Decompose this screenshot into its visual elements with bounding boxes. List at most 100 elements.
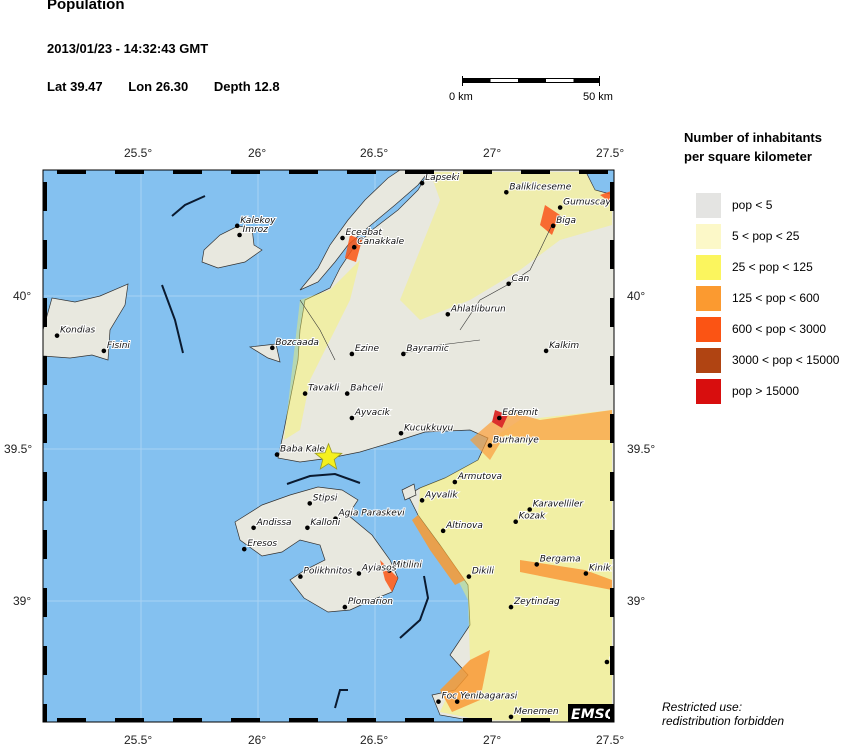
city-marker[interactable]: Menemen — [508, 706, 560, 720]
legend-label: 3000 < pop < 15000 — [732, 353, 840, 367]
page-title: Population — [47, 0, 125, 13]
city-dot-icon — [307, 501, 313, 506]
city-marker[interactable]: Burhaniye — [487, 434, 540, 448]
city-marker[interactable]: Bahceli — [344, 383, 385, 396]
city-dot-icon — [344, 391, 350, 396]
city-label: Menemen — [514, 707, 559, 717]
city-dot-icon — [557, 205, 563, 210]
city-label: Foc — [441, 692, 457, 702]
city-marker[interactable]: Biga — [550, 215, 577, 229]
legend-swatch — [696, 223, 721, 249]
city-dot-icon — [251, 525, 256, 531]
city-label: Agia Paraskevi — [338, 509, 406, 519]
city-marker[interactable]: Altinova — [440, 520, 484, 534]
city-marker[interactable]: Zeytindag — [508, 596, 561, 610]
city-marker[interactable]: Mitilini — [387, 560, 423, 573]
legend-swatch — [696, 316, 721, 342]
fault-lines — [161, 195, 430, 709]
city-marker[interactable]: Ayvacik — [349, 407, 392, 421]
depth-label: Depth 12.8 — [213, 79, 280, 94]
city-dot-icon — [454, 699, 460, 704]
event-location: Lat 39.47 Lon 26.30 Depth 12.8 — [47, 79, 302, 94]
city-marker[interactable]: Can — [506, 273, 530, 287]
city-marker[interactable]: Ahlatliburun — [445, 303, 507, 317]
lon-tick-bottom: 27.5° — [596, 733, 625, 745]
city-label: Mitilini — [392, 561, 422, 571]
imbros-island — [201, 225, 263, 269]
city-marker[interactable]: Polikhnitos — [298, 566, 353, 579]
city-label: Gumuscay — [563, 198, 611, 208]
legend-title-line: per square kilometer — [684, 149, 812, 164]
legend-item: 25 < pop < 125 — [696, 254, 813, 280]
city-marker[interactable]: Plomarion — [342, 596, 394, 610]
legend-item: pop < 5 — [696, 192, 772, 218]
city-marker[interactable]: Dikili — [466, 566, 496, 579]
city-marker[interactable]: Tavakli — [302, 383, 341, 396]
city-marker[interactable]: Eceabat — [340, 227, 383, 241]
city-label: Polikhnitos — [303, 567, 352, 577]
city-dot-icon — [508, 604, 514, 610]
small-island — [401, 483, 417, 501]
city-dot-icon — [508, 714, 514, 720]
city-markers: Lapseki Balikliceseme Gumuscay Biga KalekoyI… — [54, 172, 614, 720]
city-dot-icon — [342, 604, 348, 610]
city-marker[interactable]: Kondias — [54, 325, 97, 338]
city-marker[interactable]: Karavelliler — [527, 499, 585, 512]
city-marker[interactable]: Balikliceseme — [504, 181, 573, 195]
restricted-line: redistribution forbidden — [662, 714, 785, 728]
city-dot-icon — [401, 351, 406, 357]
city-marker[interactable]: Ezine — [349, 343, 380, 357]
city-label: Edremit — [502, 408, 538, 418]
city-marker[interactable]: Kinik — [583, 563, 612, 576]
city-marker[interactable]: Edremit — [497, 407, 539, 421]
city-marker[interactable]: Gumuscay — [557, 197, 612, 210]
city-marker[interactable]: Foc — [436, 691, 458, 704]
epicenter-star-icon[interactable] — [314, 442, 343, 470]
city-label: Kinik — [589, 564, 612, 574]
city-marker[interactable]: Fisini — [101, 340, 131, 354]
legend-label: 25 < pop < 125 — [732, 260, 813, 274]
city-label: Ayvalik — [424, 490, 458, 500]
legend-item: 600 < pop < 3000 — [696, 316, 826, 342]
city-marker[interactable]: Stipsi — [307, 492, 339, 506]
lat-label: Lat 39.47 — [47, 79, 103, 94]
city-marker[interactable]: Bayramic — [401, 343, 450, 357]
city-dot-icon — [445, 312, 451, 317]
scale-end-label: 50 km — [583, 91, 613, 103]
city-dot-icon — [340, 235, 345, 241]
city-label: Bozcaada — [275, 338, 319, 348]
lon-tick-bottom: 26° — [248, 733, 267, 745]
lon-tick-top: 27.5° — [596, 146, 625, 160]
city-dot-icon — [497, 415, 502, 421]
city-marker[interactable]: Lapseki — [419, 172, 461, 186]
city-marker[interactable]: Agia Paraskevi — [333, 508, 406, 521]
city-label: Zeytindag — [513, 597, 560, 607]
city-marker[interactable]: Eresos — [241, 538, 278, 552]
city-marker[interactable]: Kucukkuyu — [398, 422, 454, 436]
city-marker[interactable]: Ayiasos — [356, 563, 398, 576]
legend-swatch — [696, 254, 721, 280]
city-marker[interactable]: Kozak — [513, 511, 547, 524]
city-marker[interactable]: Kalkim — [543, 340, 580, 354]
city-marker[interactable]: Kalloni — [305, 517, 342, 531]
city-dot-icon — [274, 452, 280, 457]
city-label: Baba Kale — [280, 445, 325, 455]
legend-swatch — [696, 347, 721, 373]
city-marker[interactable]: Baba Kale — [274, 444, 326, 457]
city-marker[interactable]: Bozcaada — [270, 337, 320, 351]
legend-label: 125 < pop < 600 — [732, 291, 820, 305]
city-label: Eceabat — [346, 228, 383, 238]
city-marker[interactable]: Canakkale — [351, 236, 406, 250]
city-dot-icon — [436, 699, 441, 704]
city-label: Dikili — [472, 567, 495, 577]
city-marker[interactable]: Imroz — [237, 224, 269, 238]
city-dot-icon — [604, 659, 610, 665]
city-marker[interactable]: Yenibagarasi — [454, 691, 519, 704]
lat-tick-right: 39° — [627, 594, 646, 608]
city-marker[interactable]: Andissa — [251, 517, 293, 531]
city-marker[interactable]: Armutova — [452, 471, 503, 485]
city-marker[interactable]: Kalekoy — [234, 215, 277, 229]
city-marker[interactable]: Bergama — [534, 553, 582, 567]
city-marker[interactable]: Ayvalik — [419, 489, 459, 503]
